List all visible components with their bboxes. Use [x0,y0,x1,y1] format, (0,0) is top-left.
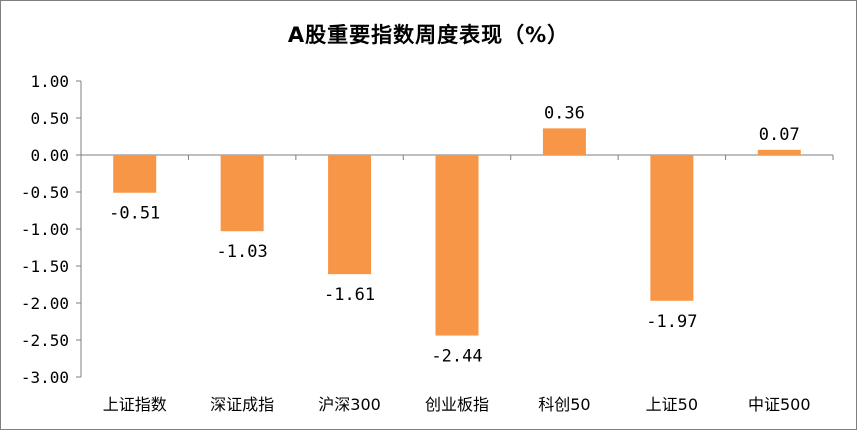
chart-title: A股重要指数周度表现（%） [287,23,570,47]
y-tick-label: 0.50 [30,109,69,128]
data-label: -1.61 [324,285,375,305]
bar [757,149,801,155]
x-tick-label: 沪深300 [318,395,381,414]
bar [435,155,479,336]
x-tick-label: 上证指数 [103,395,167,414]
y-tick-label: -2.50 [21,331,69,350]
data-label: -0.51 [109,204,160,224]
chart-bars [113,128,801,336]
data-label: 0.07 [759,125,800,145]
y-tick-label: -0.50 [21,183,69,202]
x-tick-label: 中证500 [748,395,811,414]
data-label: 0.36 [544,103,585,123]
y-tick-label: 1.00 [30,72,69,91]
chart-labels: -0.51 上证指数 -1.03 深证成指 -1.61 沪深300 -2.44 创业板指 0.3… [103,103,811,414]
chart-axes: 1.00 0.50 0.00 -0.50 -1.00 -1.50 -2.00 -2.50 -3.… [21,72,834,387]
data-label: -1.03 [217,242,268,262]
y-tick-label: -1.00 [21,220,69,239]
bar [328,155,372,275]
data-label: -2.44 [431,347,482,367]
bar [113,155,157,193]
x-tick-label: 深证成指 [210,395,274,414]
bar [650,155,694,301]
x-tick-label: 创业板指 [425,395,489,414]
x-tick-label: 科创50 [538,395,590,414]
data-label: -1.97 [646,312,697,332]
y-tick-label: -2.00 [21,294,69,313]
y-tick-label: -3.00 [21,368,69,387]
y-tick-label: 0.00 [30,146,69,165]
bar [220,155,264,232]
y-tick-label: -1.50 [21,257,69,276]
bar [542,128,586,155]
x-tick-label: 上证50 [646,395,698,414]
